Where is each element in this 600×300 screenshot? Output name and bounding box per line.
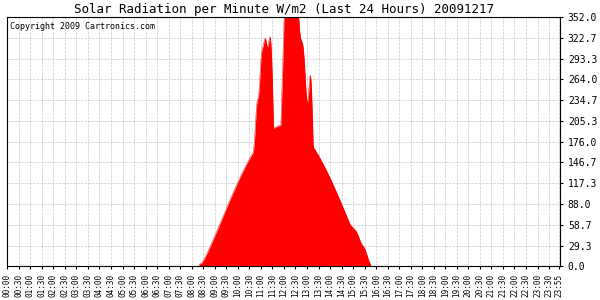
Title: Solar Radiation per Minute W/m2 (Last 24 Hours) 20091217: Solar Radiation per Minute W/m2 (Last 24… [74,3,494,16]
Text: Copyright 2009 Cartronics.com: Copyright 2009 Cartronics.com [10,22,155,31]
